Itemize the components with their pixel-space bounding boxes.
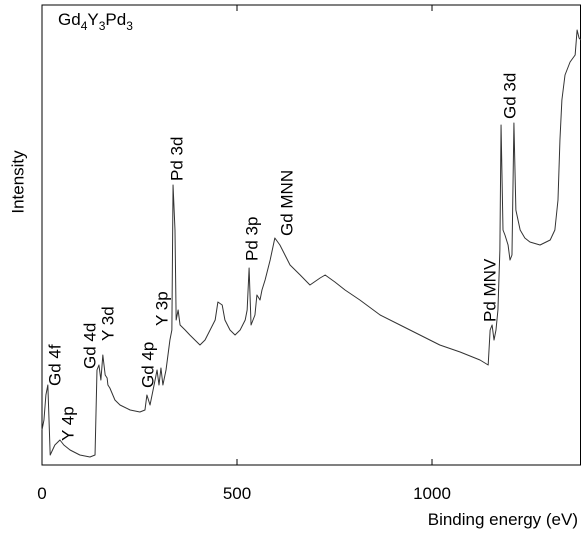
x-axis-label: Binding energy (eV) bbox=[428, 510, 578, 529]
chart-title: Gd4Y3Pd3 bbox=[58, 10, 133, 33]
peak-annotation: Gd 4d bbox=[81, 323, 100, 369]
x-tick-label: 1000 bbox=[413, 484, 451, 503]
peak-annotation: Y 4p bbox=[59, 406, 78, 441]
peak-annotation: Gd 4f bbox=[46, 344, 65, 386]
x-tick-label: 0 bbox=[37, 484, 46, 503]
peak-annotation: Gd 4p bbox=[139, 342, 158, 388]
title-text: Y bbox=[87, 10, 98, 29]
title-subscript: 4 bbox=[81, 19, 88, 33]
peak-annotation: Pd 3p bbox=[243, 217, 262, 261]
title-subscript: 3 bbox=[99, 19, 106, 33]
title-text: Pd bbox=[105, 10, 126, 29]
title-subscript: 3 bbox=[126, 19, 133, 33]
title-text: Gd bbox=[58, 10, 81, 29]
x-tick-label: 500 bbox=[223, 484, 251, 503]
spectrum-line bbox=[41, 29, 581, 458]
peak-annotation: Y 3d bbox=[99, 306, 118, 341]
peak-annotation: Gd MNN bbox=[278, 170, 297, 236]
peak-annotation: Y 3p bbox=[153, 291, 172, 326]
peak-annotation: Pd MNV bbox=[481, 258, 500, 322]
peak-annotation: Pd 3d bbox=[168, 137, 187, 181]
peak-annotation: Gd 3d bbox=[501, 73, 520, 119]
y-axis-label: Intensity bbox=[9, 150, 28, 214]
